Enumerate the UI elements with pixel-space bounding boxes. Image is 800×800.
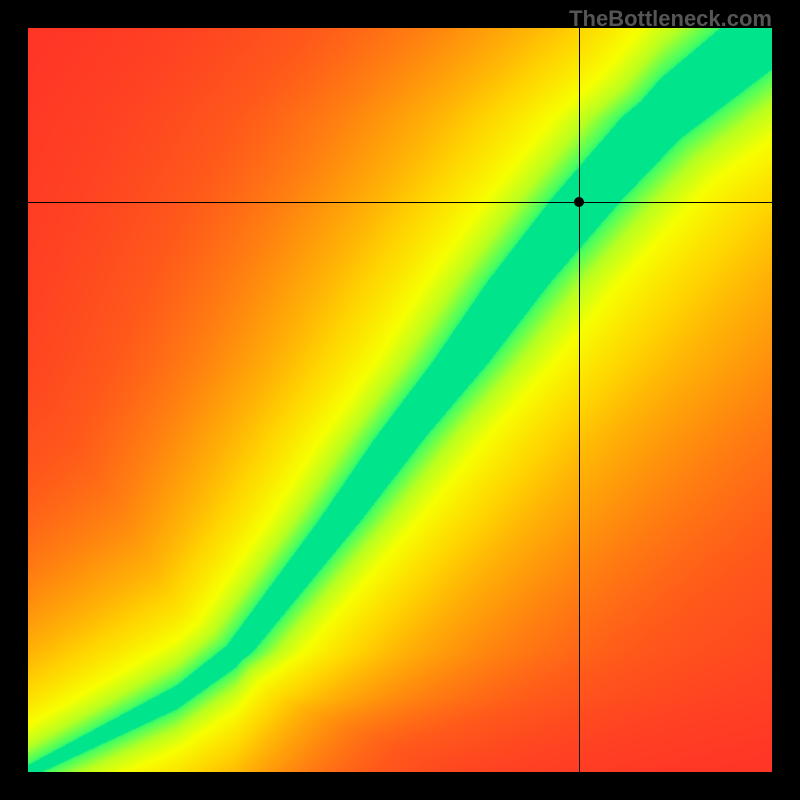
watermark-text: TheBottleneck.com [569, 6, 772, 32]
heatmap-canvas [28, 28, 772, 772]
crosshair-marker-dot [574, 197, 584, 207]
crosshair-horizontal-line [28, 202, 772, 203]
heatmap-plot-area [28, 28, 772, 772]
crosshair-vertical-line [579, 28, 580, 772]
